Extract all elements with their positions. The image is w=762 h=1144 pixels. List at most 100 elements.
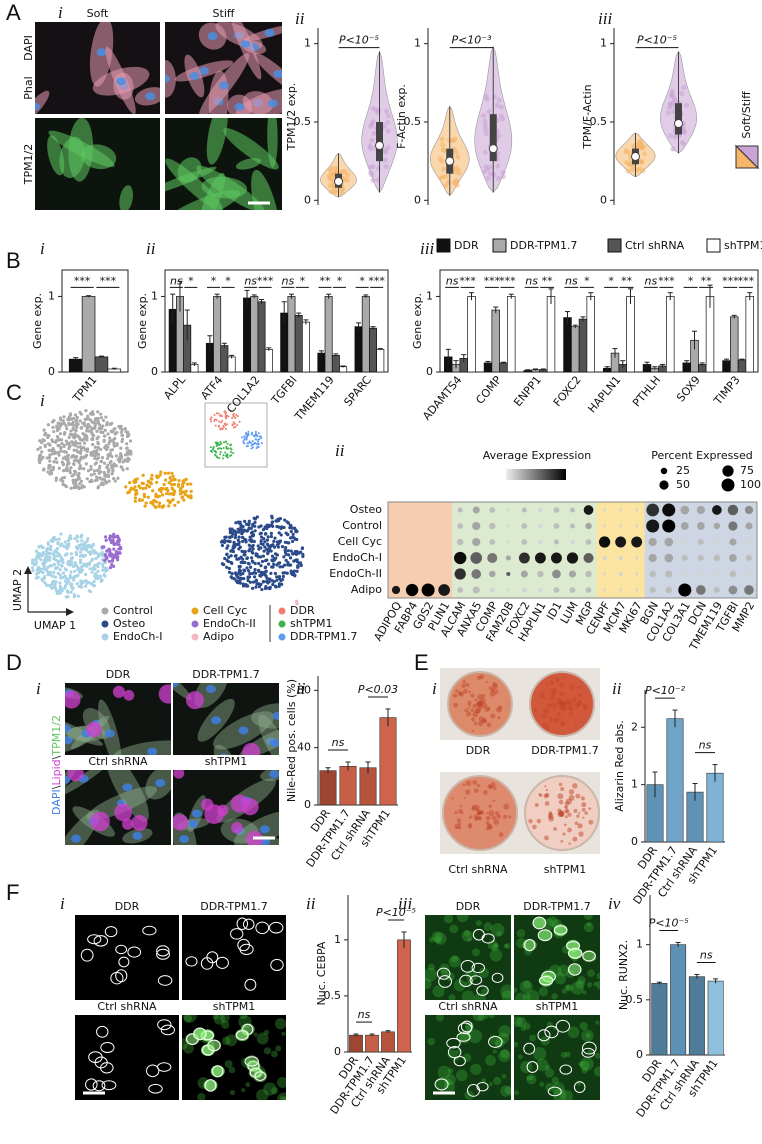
x-tick-label: ATF4 — [198, 374, 225, 403]
legend-marker — [102, 608, 109, 615]
stain — [578, 831, 583, 836]
umap-dot — [226, 423, 228, 425]
stain — [457, 818, 461, 822]
stain — [582, 950, 596, 962]
dot — [714, 523, 721, 530]
panel-number: i — [40, 239, 45, 258]
stain — [520, 1061, 532, 1073]
umap-dot — [183, 479, 186, 482]
umap-dot — [119, 447, 122, 450]
stain — [557, 712, 560, 715]
umap-dot — [116, 552, 119, 555]
umap-dot — [111, 535, 114, 538]
stain — [580, 1022, 588, 1030]
umap-dot — [250, 447, 252, 449]
umap-dot — [223, 441, 225, 443]
umap-dot — [72, 428, 75, 431]
bar — [723, 361, 731, 372]
x-tick-label: HAPLN1 — [585, 374, 623, 416]
umap-dot — [262, 537, 265, 540]
stain — [482, 706, 484, 708]
umap-dot — [272, 563, 275, 566]
umap-dot — [259, 532, 262, 535]
size-legend-label: 25 — [676, 464, 690, 477]
umap-dot — [186, 483, 189, 486]
stain — [463, 689, 468, 694]
stain — [552, 688, 557, 693]
umap-dot — [73, 432, 76, 435]
umap-dot — [181, 485, 184, 488]
lipid — [62, 691, 80, 709]
panel-letter: E — [414, 650, 429, 675]
umap-dot — [214, 454, 216, 456]
image-caption: shTPM1 — [536, 1000, 579, 1013]
umap-dot — [83, 433, 86, 436]
jitter-dot — [486, 176, 491, 181]
dot — [729, 554, 737, 562]
umap-dot — [247, 445, 249, 447]
umap-dot — [263, 573, 266, 576]
lipid — [173, 768, 184, 779]
umap-dot — [118, 460, 121, 463]
jitter-dot — [488, 171, 493, 176]
umap-dot — [109, 461, 112, 464]
umap-dot — [170, 479, 173, 482]
umap-dot — [62, 445, 65, 448]
umap-dot — [93, 584, 96, 587]
umap-dot — [59, 432, 62, 435]
umap-dot — [109, 452, 112, 455]
umap-dot — [61, 561, 64, 564]
stain — [486, 816, 491, 821]
stain — [587, 969, 595, 977]
umap-dot — [295, 553, 298, 556]
annotation: P<10⁻⁵ — [649, 916, 689, 929]
umap-dot — [280, 583, 283, 586]
bar — [666, 296, 674, 372]
jitter-dot — [639, 159, 644, 164]
umap-dot — [261, 560, 264, 563]
umap-dot — [82, 564, 85, 567]
bar — [320, 771, 336, 805]
umap-dot — [50, 438, 53, 441]
umap-dot — [179, 489, 182, 492]
umap-dot — [269, 572, 272, 575]
y-tick-label: 0 — [414, 193, 421, 206]
bar — [746, 296, 754, 372]
dot — [521, 523, 527, 529]
bar — [243, 298, 250, 372]
umap-dot — [71, 587, 74, 590]
umap-dot — [166, 489, 169, 492]
umap-dot — [171, 488, 174, 491]
umap-dot — [232, 544, 235, 547]
row-label: Cell Cyc — [338, 535, 382, 548]
image-caption: DDR-TPM1.7 — [531, 744, 598, 757]
umap-dot — [216, 441, 218, 443]
dot — [552, 570, 561, 579]
umap-dot — [110, 430, 113, 433]
jitter-dot — [451, 138, 456, 143]
umap-dot — [290, 530, 293, 533]
umap-dot — [87, 469, 90, 472]
significance: *** — [658, 274, 675, 287]
umap-dot — [113, 427, 116, 430]
column-band — [388, 502, 404, 598]
umap-dot — [72, 454, 75, 457]
stain — [470, 1064, 481, 1075]
stain — [580, 1057, 593, 1070]
umap-dot — [31, 562, 34, 565]
jitter-dot — [368, 143, 373, 148]
umap-dot — [42, 578, 45, 581]
umap-dot — [287, 549, 290, 552]
dot — [406, 584, 418, 596]
jitter-dot — [642, 152, 647, 157]
umap-dot — [103, 575, 106, 578]
umap-dot — [248, 547, 251, 550]
umap-dot — [116, 477, 119, 480]
umap-dot — [35, 576, 38, 579]
umap-dot — [166, 499, 169, 502]
umap-dot — [73, 459, 76, 462]
column-band — [404, 502, 420, 598]
umap-dot — [231, 417, 233, 419]
umap-dot — [59, 416, 62, 419]
umap-dot — [107, 548, 110, 551]
